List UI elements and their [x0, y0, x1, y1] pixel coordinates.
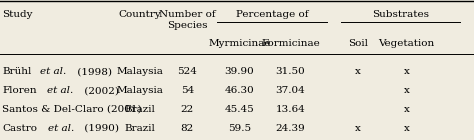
Text: Santos & Del-Claro (2001): Santos & Del-Claro (2001): [2, 105, 142, 114]
Text: 24.39: 24.39: [276, 124, 305, 133]
Text: x: x: [355, 67, 361, 76]
Text: (2002): (2002): [81, 86, 119, 95]
Text: 31.50: 31.50: [276, 67, 305, 76]
Text: Vegetation: Vegetation: [379, 39, 435, 48]
Text: Number of
Species: Number of Species: [159, 10, 216, 30]
Text: et al.: et al.: [47, 86, 73, 95]
Text: Malaysia: Malaysia: [117, 86, 163, 95]
Text: 59.5: 59.5: [228, 124, 251, 133]
Text: Substrates: Substrates: [372, 10, 429, 19]
Text: x: x: [404, 86, 410, 95]
Text: 13.64: 13.64: [276, 105, 305, 114]
Text: Brazil: Brazil: [124, 105, 155, 114]
Text: et al.: et al.: [40, 67, 66, 76]
Text: x: x: [355, 124, 361, 133]
Text: et al.: et al.: [47, 124, 74, 133]
Text: Percentage of: Percentage of: [236, 10, 308, 19]
Text: Castro: Castro: [2, 124, 37, 133]
Text: 45.45: 45.45: [225, 105, 254, 114]
Text: Brazil: Brazil: [124, 124, 155, 133]
Text: Myrmicinae: Myrmicinae: [208, 39, 271, 48]
Text: Soil: Soil: [348, 39, 368, 48]
Text: x: x: [404, 67, 410, 76]
Text: (1990): (1990): [82, 124, 119, 133]
Text: Brühl: Brühl: [2, 67, 32, 76]
Text: x: x: [404, 105, 410, 114]
Text: Malaysia: Malaysia: [117, 67, 163, 76]
Text: 39.90: 39.90: [225, 67, 254, 76]
Text: 46.30: 46.30: [225, 86, 254, 95]
Text: Floren: Floren: [2, 86, 37, 95]
Text: 82: 82: [181, 124, 194, 133]
Text: 37.04: 37.04: [276, 86, 305, 95]
Text: Study: Study: [2, 10, 33, 19]
Text: x: x: [404, 124, 410, 133]
Text: 22: 22: [181, 105, 194, 114]
Text: 524: 524: [177, 67, 197, 76]
Text: 54: 54: [181, 86, 194, 95]
Text: (1998): (1998): [74, 67, 112, 76]
Text: Country: Country: [118, 10, 161, 19]
Text: Formicinae: Formicinae: [261, 39, 320, 48]
